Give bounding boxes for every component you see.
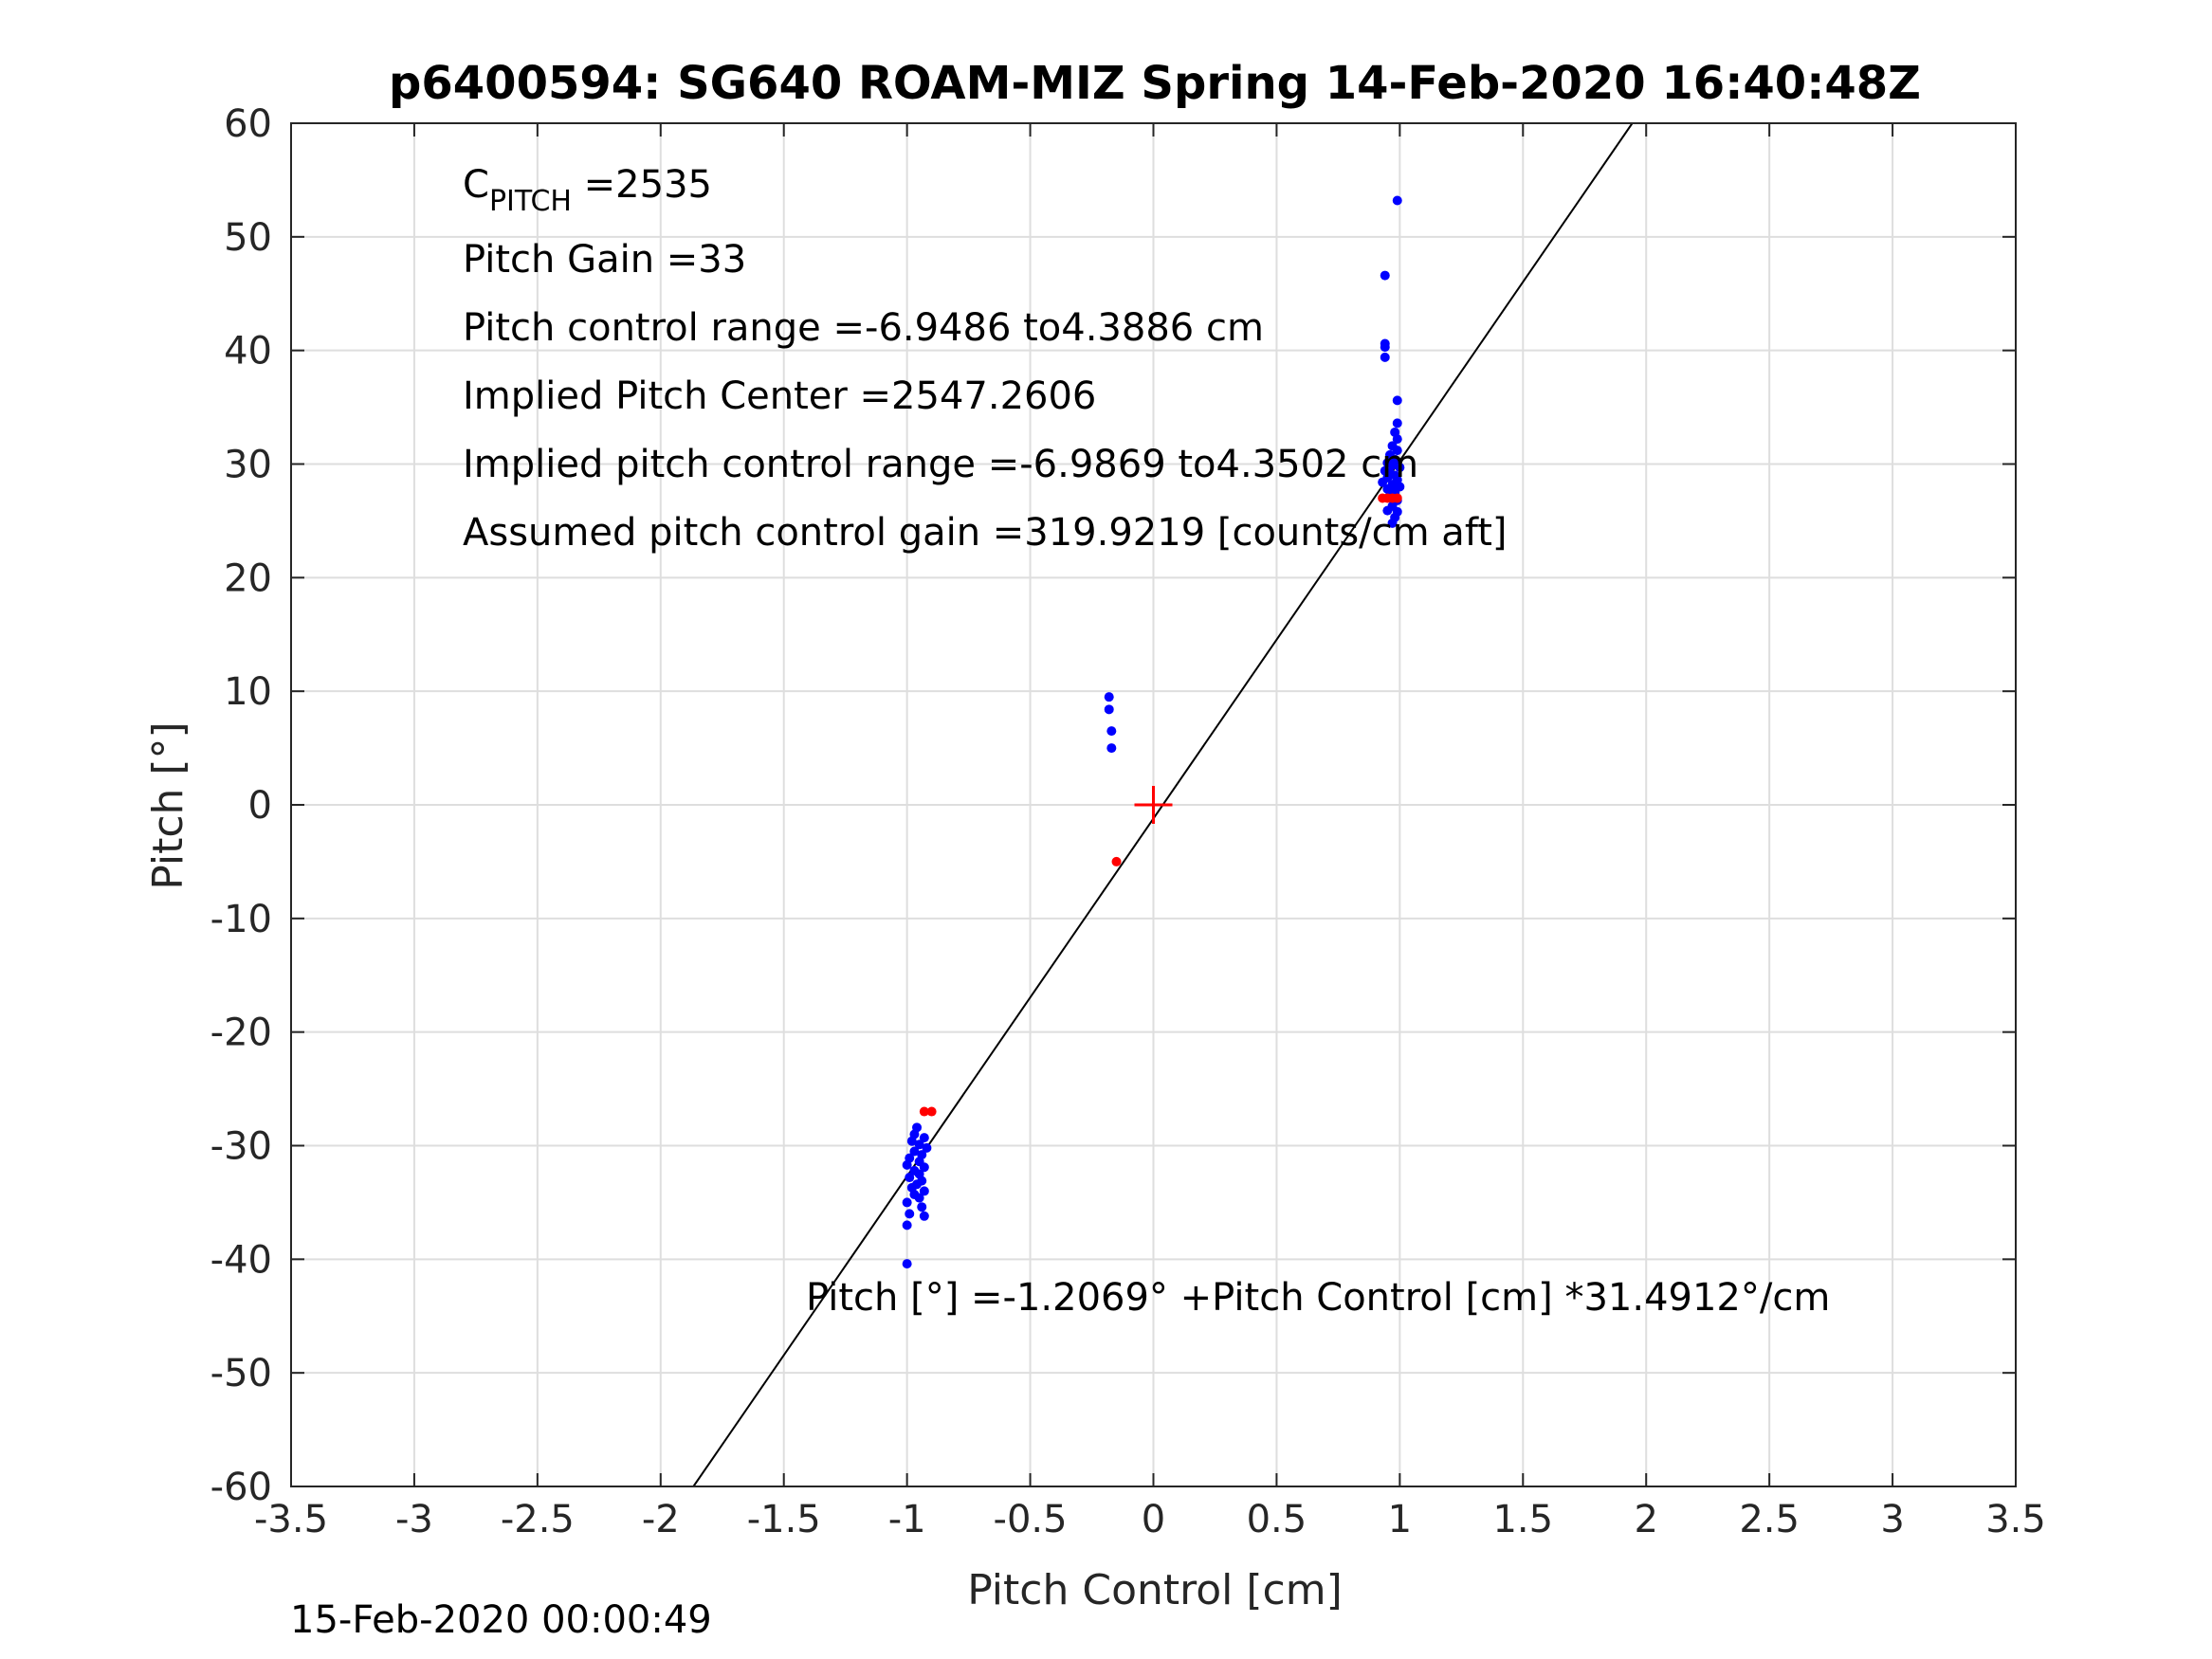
- x-tick-label: 1.5: [1492, 1498, 1553, 1541]
- x-tick-label: -3: [395, 1498, 433, 1541]
- data-point: [1380, 342, 1390, 353]
- data-point: [1392, 493, 1402, 503]
- x-tick-label: 3: [1880, 1498, 1904, 1541]
- data-point: [919, 1106, 929, 1117]
- x-tick-label: -0.5: [994, 1498, 1068, 1541]
- x-tick-label: -1: [888, 1498, 926, 1541]
- data-point: [914, 1139, 924, 1150]
- data-point: [902, 1259, 912, 1269]
- footer-timestamp: 15-Feb-2020 00:00:49: [290, 1598, 712, 1642]
- data-point: [905, 1209, 915, 1219]
- center-marker-layer: [1134, 786, 1173, 824]
- data-point: [1395, 463, 1405, 473]
- y-tick-label: -50: [210, 1352, 272, 1395]
- data-point: [919, 1133, 929, 1143]
- annotation-block: CPITCH =2535 Pitch Gain =33 Pitch contro…: [463, 163, 1507, 555]
- data-point: [926, 1106, 937, 1117]
- x-tick-label: 0: [1142, 1498, 1165, 1541]
- annotation-pitch-control-range: Pitch control range =-6.9486 to4.3886 cm: [463, 306, 1264, 350]
- y-axis-label: Pitch [°]: [144, 721, 192, 889]
- data-point: [902, 1197, 912, 1208]
- x-tick-label: 3.5: [1985, 1498, 2046, 1541]
- x-axis-label: Pitch Control [cm]: [967, 1566, 1343, 1614]
- data-point: [1106, 726, 1117, 737]
- data-point: [902, 1159, 912, 1170]
- x-tick-label: 2: [1634, 1498, 1657, 1541]
- x-tick-label: -1.5: [747, 1498, 821, 1541]
- data-point: [1380, 270, 1390, 281]
- annotation-pitch-gain: Pitch Gain =33: [463, 238, 746, 282]
- data-points: [902, 195, 1405, 1269]
- data-point: [1392, 446, 1402, 456]
- y-tick-label: 10: [224, 670, 272, 714]
- annotation-implied-pitch-center: Implied Pitch Center =2547.2606: [463, 374, 1096, 418]
- y-tick-label: -60: [210, 1466, 272, 1509]
- y-tick-label: 30: [224, 444, 272, 487]
- data-point: [1392, 395, 1402, 406]
- data-point: [1387, 518, 1398, 528]
- chart-title: p6400594: SG640 ROAM-MIZ Spring 14-Feb-2…: [389, 57, 1921, 110]
- annotation-c-main: C: [463, 163, 489, 207]
- x-tick-label: 2.5: [1739, 1498, 1800, 1541]
- fit-equation: Pitch [°] =-1.2069° +Pitch Control [cm] …: [806, 1276, 1830, 1320]
- data-point: [1392, 418, 1402, 428]
- data-point: [905, 1173, 915, 1183]
- data-point: [906, 1136, 917, 1146]
- y-tick-label: -10: [210, 898, 272, 941]
- data-point: [1380, 352, 1390, 362]
- y-tick-label: -40: [210, 1238, 272, 1282]
- x-tick-label: 0.5: [1247, 1498, 1307, 1541]
- y-tick-labels: -60 -50 -40 -30 -20 -10 0 10 20 30 40 50 60: [210, 102, 272, 1509]
- y-tick-label: 50: [224, 216, 272, 260]
- data-point: [919, 1186, 929, 1196]
- data-point: [1382, 505, 1393, 516]
- data-point: [914, 1193, 924, 1203]
- y-tick-label: -30: [210, 1125, 272, 1169]
- y-tick-label: 20: [224, 556, 272, 600]
- annotation-c-value: =2535: [572, 163, 712, 207]
- data-point: [1378, 477, 1388, 487]
- data-point: [1104, 704, 1114, 715]
- x-tick-labels: -3.5 -3 -2.5 -2 -1.5 -1 -0.5 0 0.5 1 1.5 2 2.5 3 3.5: [254, 1498, 2046, 1541]
- axis-ticks: [290, 122, 2017, 1487]
- data-point: [1104, 692, 1114, 702]
- data-point: [919, 1211, 929, 1221]
- y-tick-label: 40: [224, 330, 272, 374]
- annotation-c-pitch: CPITCH =2535: [463, 163, 712, 218]
- data-point: [917, 1202, 927, 1212]
- data-point: [1111, 856, 1122, 866]
- annotation-c-sub: PITCH: [489, 185, 572, 218]
- annotation-implied-control-range: Implied pitch control range =-6.9869 to4…: [463, 443, 1418, 486]
- x-tick-label: -3.5: [254, 1498, 328, 1541]
- data-point: [909, 1146, 920, 1157]
- data-point: [1392, 434, 1402, 445]
- data-point: [919, 1162, 929, 1173]
- data-point: [1392, 195, 1402, 206]
- data-point: [1387, 460, 1398, 470]
- data-point: [902, 1220, 912, 1231]
- y-tick-label: 0: [248, 784, 272, 828]
- y-tick-label: 60: [224, 102, 272, 146]
- x-tick-label: -2.5: [501, 1498, 575, 1541]
- annotation-assumed-gain: Assumed pitch control gain =319.9219 [co…: [463, 511, 1507, 555]
- y-tick-label: -20: [210, 1012, 272, 1055]
- grid: [290, 122, 2017, 1487]
- data-point: [922, 1142, 932, 1153]
- x-tick-label: -2: [642, 1498, 680, 1541]
- x-tick-label: 1: [1388, 1498, 1412, 1541]
- data-point: [1106, 743, 1117, 754]
